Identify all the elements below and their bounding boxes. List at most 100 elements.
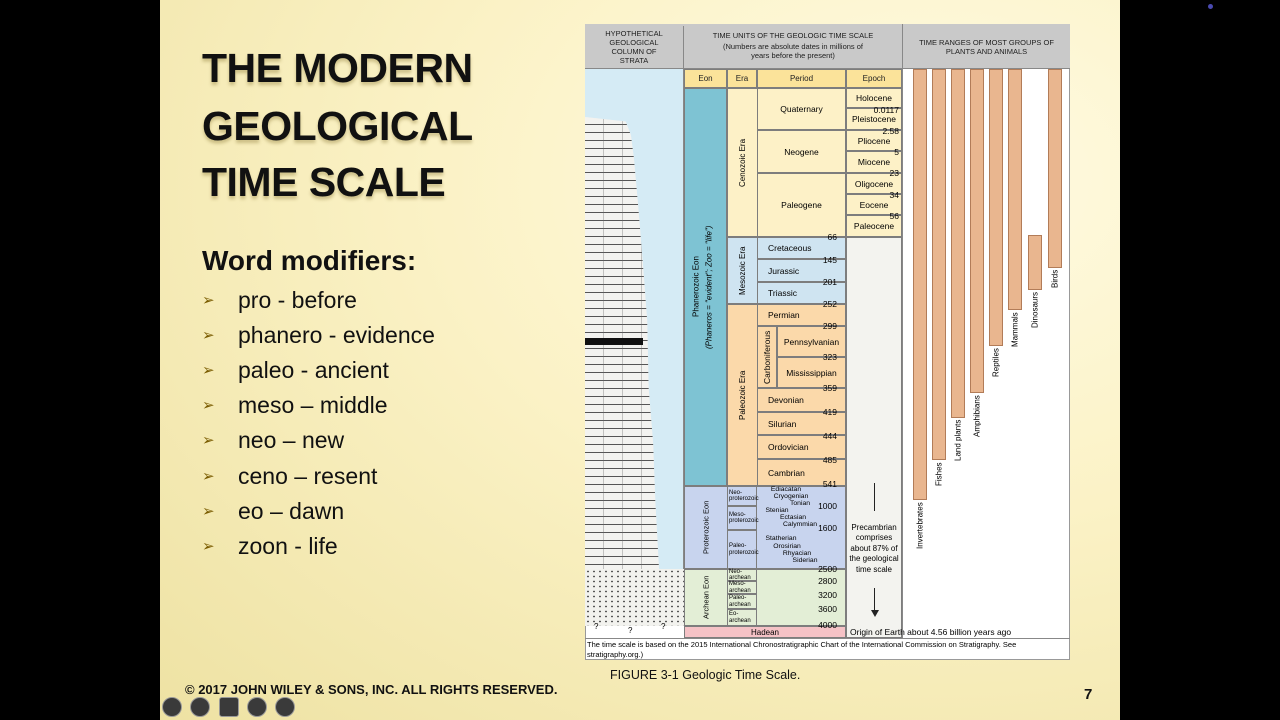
period: Mississippian	[777, 357, 846, 388]
precambrian-era: Eo-archean	[727, 609, 757, 626]
eon-label: Phanerozoic Eon	[691, 256, 701, 318]
period: Quaternary	[757, 88, 846, 130]
precambrian-period: Tonian	[789, 500, 811, 507]
page-number: 7	[1084, 686, 1093, 703]
epoch: Paleocene	[846, 215, 902, 237]
age-label: 56	[889, 211, 899, 221]
range-bar	[1008, 69, 1022, 310]
group-label: Mammals	[1010, 312, 1020, 347]
precambrian-period: Orosirian	[773, 543, 801, 550]
precambrian-note: Precambrian comprises about 87% of the g…	[849, 522, 899, 574]
column-header: Eon	[684, 69, 727, 88]
strata-question: ?	[594, 622, 599, 631]
arrow-shaft	[874, 483, 875, 511]
period: Neogene	[757, 130, 846, 173]
period: Jurassic	[757, 259, 846, 282]
strata-question: ?	[628, 626, 633, 635]
period: Cretaceous	[757, 237, 846, 259]
archean-eon	[684, 569, 846, 626]
range-bar	[913, 69, 927, 500]
epoch: Miocene	[846, 151, 902, 173]
range-bar	[1048, 69, 1062, 268]
header-strata: HYPOTHETICAL GEOLOGICAL COLUMN OF STRATA	[585, 26, 684, 68]
strata-black-bed	[585, 338, 643, 345]
precambrian-period: Statherian	[765, 535, 797, 542]
slide-title-line: THE MODERN	[202, 45, 473, 91]
precambrian-era: Meso-proterozoic	[727, 506, 759, 530]
age-label: 444	[822, 431, 837, 441]
epoch: Holocene	[846, 88, 902, 108]
precambrian-era: Paleo-proterozoic	[727, 530, 759, 569]
slide-title-line: GEOLOGICAL	[202, 103, 473, 149]
pen-button[interactable]	[190, 697, 210, 717]
bullet-item: neo – new	[202, 425, 344, 456]
strata-question: ?	[661, 622, 666, 631]
epoch: Oligocene	[846, 173, 902, 194]
age-label: 1000	[818, 501, 837, 511]
bullet-item: paleo - ancient	[202, 355, 389, 386]
precambrian-era: Neo-archean	[727, 569, 757, 581]
age-label: 1600	[818, 523, 837, 533]
age-label: 252	[822, 299, 837, 309]
age-label: 5	[894, 147, 899, 157]
captions-button[interactable]	[219, 697, 239, 717]
period: Cambrian	[757, 459, 846, 486]
more-button[interactable]	[247, 697, 267, 717]
copyright: © 2017 JOHN WILEY & SONS, INC. ALL RIGHT…	[185, 682, 558, 697]
age-label: 359	[822, 383, 837, 393]
period: Permian	[757, 304, 846, 326]
hadean-eon: Hadean	[684, 626, 846, 638]
header-time-units: TIME UNITS OF THE GEOLOGIC TIME SCALE	[712, 30, 874, 40]
range-bar	[1028, 235, 1042, 290]
group-label: Land plants	[953, 420, 963, 462]
bullet-item: meso – middle	[202, 390, 387, 421]
precambrian-period: Ectasian	[779, 514, 807, 521]
precambrian-period: Stenian	[765, 507, 789, 514]
slide-title-line: TIME SCALE	[202, 159, 446, 205]
bullet-item: ceno – resent	[202, 461, 377, 492]
era-cell	[727, 304, 846, 486]
group-label: Invertebrates	[915, 502, 925, 549]
eon-label: Proterozoic Eon	[701, 500, 711, 555]
epoch: Pleistocene	[846, 108, 902, 130]
bullet-item: zoon - life	[202, 531, 338, 562]
age-label: 201	[822, 277, 837, 287]
header-bg	[585, 24, 1070, 69]
period: Silurian	[757, 412, 846, 435]
precambrian-period: Siderian	[792, 557, 818, 564]
precambrian-period: Cryogenian	[773, 493, 809, 500]
period: Ordovician	[757, 435, 846, 459]
bullet-item: eo – dawn	[202, 496, 344, 527]
arrow-head	[871, 610, 879, 617]
origin-note: Origin of Earth about 4.56 billion years…	[850, 627, 1012, 637]
precambrian-era: Meso-archean	[727, 581, 757, 594]
era-label: Cenozoic Era	[727, 88, 757, 237]
precambrian-period: Ediacatan	[770, 486, 802, 493]
age-label: 34	[889, 190, 899, 200]
eon-label: Archean Eon	[701, 575, 711, 620]
subtitle: Word modifiers:	[202, 245, 417, 276]
bullet-item: phanero - evidence	[202, 320, 435, 351]
period: Pennsylvanian	[777, 326, 846, 357]
precambrian-period: Rhyacian	[782, 550, 812, 557]
epoch: Pliocene	[846, 130, 902, 151]
age-label: 2500	[818, 564, 837, 574]
bullet-item: pro - before	[202, 285, 357, 316]
period: Paleogene	[757, 173, 846, 237]
age-label: 419	[822, 407, 837, 417]
age-label: 2.58	[882, 126, 899, 136]
nav-forward-button[interactable]	[275, 697, 295, 717]
nav-back-button[interactable]	[162, 697, 182, 717]
group-label: Birds	[1050, 270, 1060, 289]
age-label: 3600	[818, 604, 837, 614]
age-label: 541	[822, 479, 837, 489]
period: Devonian	[757, 388, 846, 412]
age-label: 485	[822, 455, 837, 465]
age-label: 0.0117	[873, 105, 899, 115]
epoch-precambrian-area	[846, 237, 902, 638]
age-label: 3200	[818, 590, 837, 600]
column-header: Epoch	[846, 69, 902, 88]
phanerozoic-eon	[684, 88, 727, 486]
age-label: 323	[822, 352, 837, 362]
